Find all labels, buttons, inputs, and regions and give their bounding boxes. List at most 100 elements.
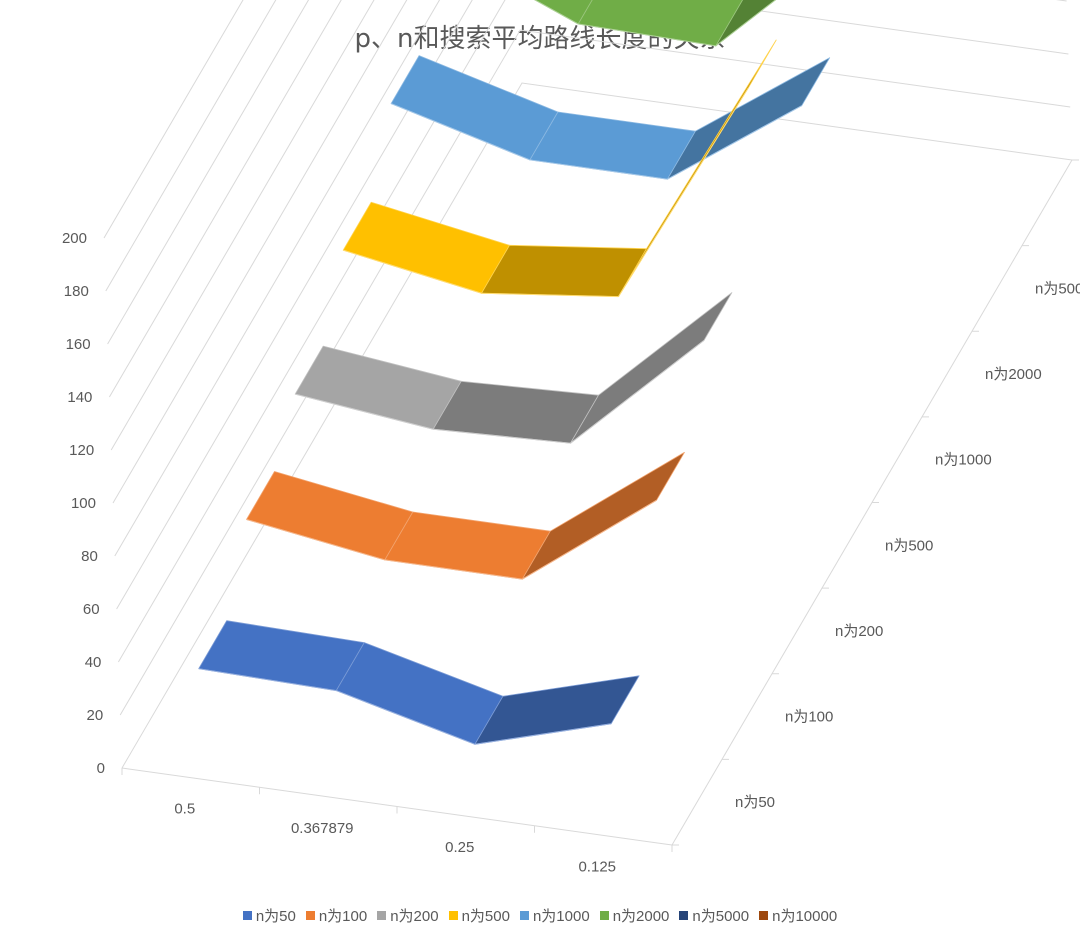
legend-label: n为100: [318, 908, 368, 925]
series-edge: [433, 428, 571, 444]
series-n为100: [246, 451, 685, 580]
x-tick-label: 0.125: [578, 858, 616, 875]
legend-swatch: [599, 911, 609, 920]
legend-label: n为50: [255, 908, 296, 925]
y-tick-label: 0: [97, 760, 105, 777]
series-edge: [578, 23, 716, 47]
series-segment: [246, 471, 414, 561]
series-n为50: [198, 620, 640, 745]
y-tick-label: 60: [83, 601, 100, 618]
gridline-200: [103, 0, 244, 239]
depth-tick-label: n为50: [735, 794, 775, 811]
series-segment: [577, 0, 744, 47]
series-n为1000: [390, 55, 831, 180]
gridline-160: [107, 0, 310, 345]
series-edge: [343, 249, 482, 294]
series-segment: [474, 675, 640, 745]
series-segment: [529, 111, 696, 180]
series-n为500: [342, 39, 777, 298]
series-n为2000: [534, 0, 777, 47]
series-edge: [390, 103, 531, 161]
x-tick-label: 0.25: [445, 839, 474, 856]
gridline-120: [110, 0, 375, 451]
gridline-140: [108, 0, 342, 398]
series-edge: [529, 159, 668, 180]
axes: [121, 159, 1079, 852]
gridline-40: [117, 0, 1069, 663]
series-segment: [390, 55, 559, 161]
series-edge: [618, 87, 749, 297]
legend-swatch: [242, 911, 252, 920]
legend-label: n为2000: [612, 908, 670, 925]
gridline-0: [121, 82, 1073, 769]
tick-labels: 0 20 40 60 80 100 120 140 160 180 200 0.5 0.367879 0.…: [62, 230, 1080, 875]
legend-swatch: [448, 911, 458, 920]
series-edge: [336, 690, 476, 745]
legend-item: n为50: [242, 905, 296, 926]
series-edge: [474, 723, 612, 745]
depth-tick-label: n为2000: [985, 366, 1042, 383]
y-tick-label: 160: [66, 336, 91, 353]
gridline-60: [116, 0, 1067, 610]
series-segment: [715, 0, 777, 47]
legend-swatch: [519, 911, 529, 920]
depth-tick-label: n为500: [885, 537, 933, 554]
series-edge: [521, 499, 657, 580]
y-tick-label: 180: [64, 283, 89, 300]
y-tick-label: 40: [85, 654, 102, 671]
legend-item: n为10000: [759, 905, 837, 926]
series-segment: [481, 244, 647, 298]
series-edge: [715, 0, 777, 47]
series-segment: [432, 380, 599, 444]
legend-item: n为100: [305, 905, 368, 926]
gridline-80: [114, 0, 441, 557]
legend-label: n为500: [461, 908, 510, 925]
series-edge: [667, 105, 802, 180]
series-segment: [570, 292, 733, 444]
y-tick-label: 100: [71, 495, 96, 512]
depth-tick-label: n为5000: [1035, 280, 1080, 297]
legend-label: n为1000: [532, 908, 590, 925]
legend-swatch: [759, 911, 769, 920]
series-segment: [342, 201, 510, 294]
y-tick-label: 20: [87, 707, 104, 724]
series-edge: [570, 340, 705, 444]
series-segment: [667, 57, 831, 180]
series-segment: [198, 620, 365, 691]
series-edge: [534, 0, 579, 25]
series-segment: [534, 0, 593, 25]
gridline-100: [112, 0, 408, 504]
series-edge: [295, 393, 434, 430]
y-tick-label: 80: [81, 548, 98, 565]
legend-swatch: [305, 911, 315, 920]
gridline-20: [119, 29, 1071, 716]
y-tick-label: 140: [67, 389, 92, 406]
series-ribbons: [198, 0, 831, 745]
series-n为200: [294, 292, 733, 444]
gridline-180: [105, 0, 277, 292]
legend-item: n为1000: [519, 905, 590, 926]
depth-tick-label: n为1000: [935, 452, 992, 469]
legend-swatch: [679, 911, 689, 920]
depth-tick-label: n为100: [785, 709, 833, 726]
gridlines: [103, 0, 1073, 769]
series-segment: [521, 451, 685, 580]
series-edge: [246, 518, 385, 561]
series-segment: [335, 642, 504, 745]
legend-label: n为200: [390, 908, 439, 925]
legend: n为50 n为100 n为200 n为500 n为1000 n为2000 n为5000 n为1…: [0, 905, 1080, 926]
series-edge: [198, 668, 337, 692]
legend-item: n为5000: [679, 905, 749, 926]
legend-item: n为2000: [599, 905, 670, 926]
series-segment: [384, 511, 551, 580]
legend-label: n为10000: [772, 908, 838, 925]
y-tick-label: 200: [62, 230, 87, 247]
legend-item: n为200: [377, 905, 439, 926]
y-tick-label: 120: [69, 442, 94, 459]
series-edge: [481, 292, 619, 298]
x-tick-label: 0.367879: [291, 820, 354, 837]
legend-label: n为5000: [692, 908, 750, 925]
legend-item: n为500: [448, 905, 510, 926]
x-tick-label: 0.5: [174, 801, 195, 818]
